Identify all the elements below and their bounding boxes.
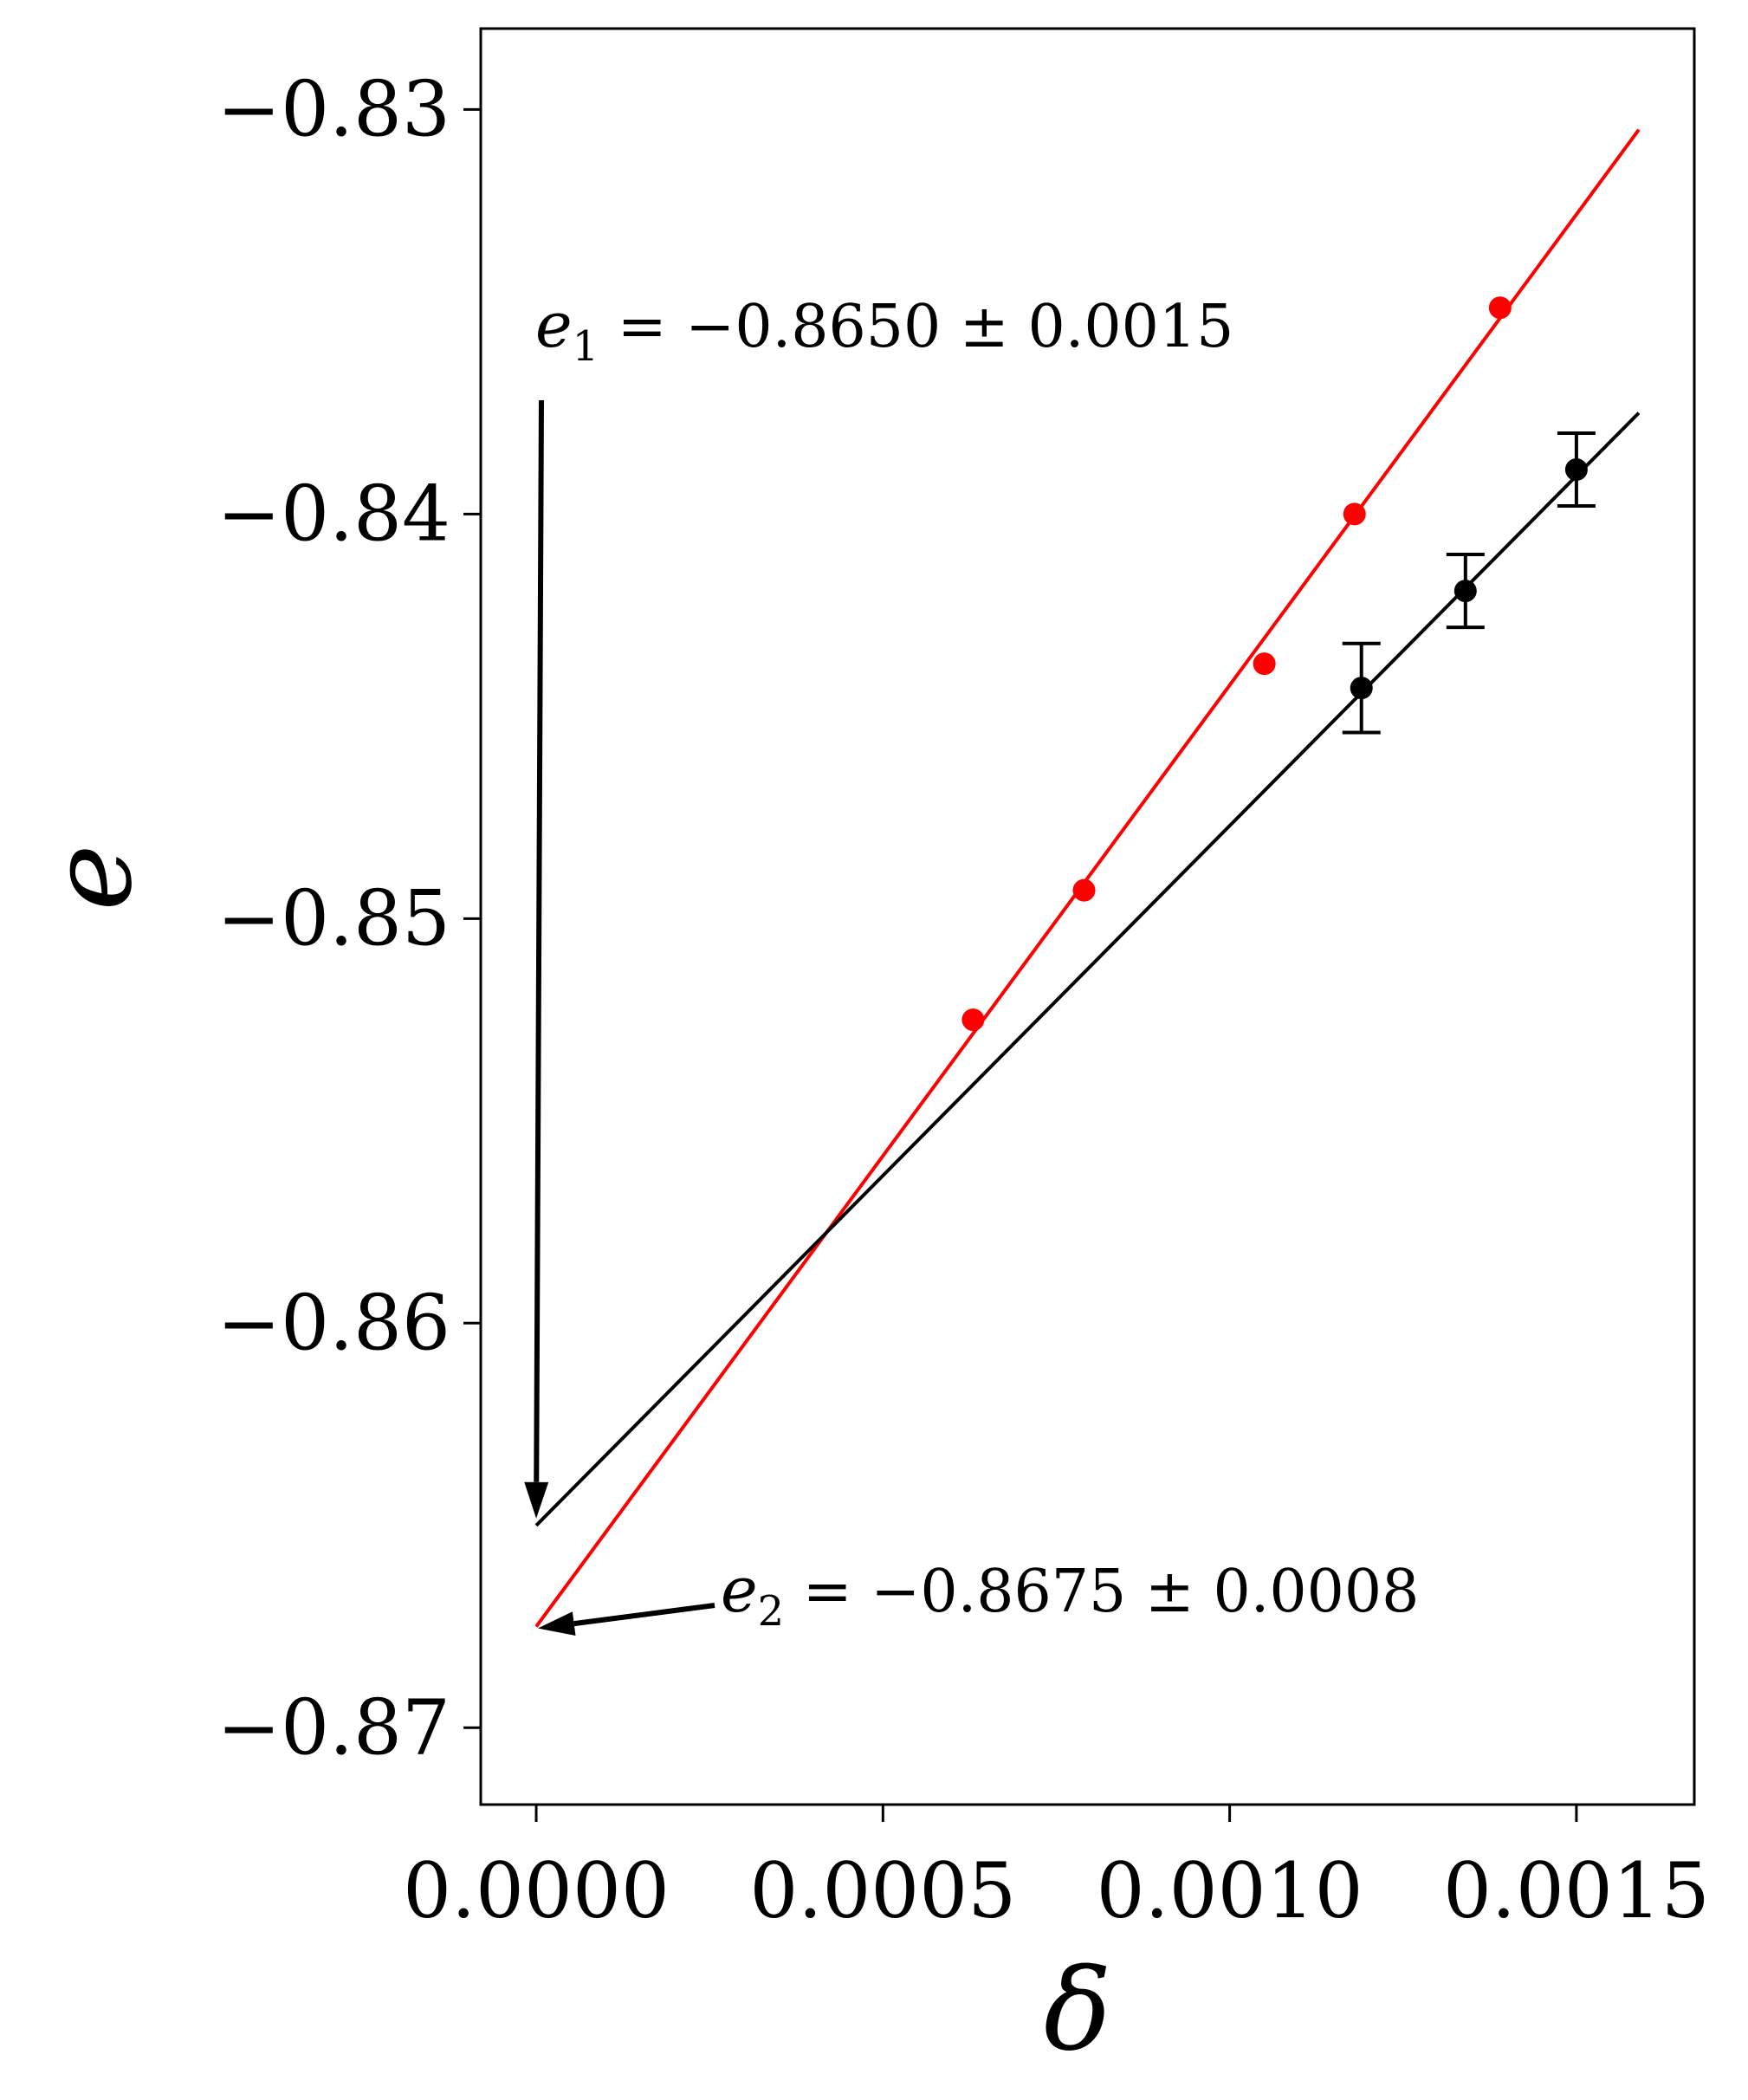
data-point <box>961 1008 985 1032</box>
x-tick-label: 0.0015 <box>1443 1846 1710 1935</box>
y-tick-label: −0.86 <box>217 1278 450 1367</box>
plot-frame <box>479 27 1696 1806</box>
fit-line <box>534 128 1641 1628</box>
arrowhead <box>524 1481 549 1519</box>
fit-line <box>534 412 1641 1527</box>
y-axis-label: e <box>25 845 157 911</box>
y-tick-label: −0.83 <box>217 64 450 153</box>
data-point <box>1350 677 1373 700</box>
data-point <box>1343 502 1366 526</box>
annotation-e2: e2 = −0.8675 ± 0.0008 <box>721 1553 1419 1636</box>
data-point <box>1564 457 1588 481</box>
x-tick-label: 0.0005 <box>749 1846 1016 1935</box>
annotations: e1 = −0.8650 ± 0.0015 e2 = −0.8675 ± 0.00… <box>524 288 1419 1636</box>
ticks: 0.0000 0.0005 0.0010 0.0015 −0.83 −0.84 −0.85 −… <box>217 64 1710 1935</box>
data-points <box>961 296 1596 1032</box>
annotation-e2-arrow <box>573 1603 715 1627</box>
x-axis-label: δ <box>1044 1944 1111 2076</box>
data-point <box>1488 296 1512 320</box>
y-tick-label: −0.84 <box>217 469 450 558</box>
y-tick-label: −0.87 <box>217 1682 450 1772</box>
data-point <box>1453 580 1477 603</box>
x-tick-label: 0.0010 <box>1097 1846 1363 1935</box>
fit-lines <box>534 128 1641 1628</box>
arrowhead <box>538 1611 576 1636</box>
x-tick-label: 0.0000 <box>403 1846 670 1935</box>
annotation-e1: e1 = −0.8650 ± 0.0015 <box>535 288 1233 371</box>
annotation-e1-arrow <box>534 399 544 1482</box>
data-point <box>1253 652 1276 676</box>
y-tick-label: −0.85 <box>217 873 450 962</box>
data-point <box>1072 878 1096 902</box>
